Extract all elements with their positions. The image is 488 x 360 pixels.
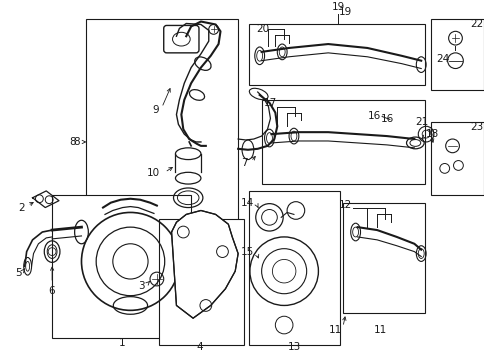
Text: 13: 13	[287, 342, 300, 352]
Text: 2: 2	[18, 203, 25, 212]
Text: 18: 18	[425, 129, 438, 139]
Bar	[159, 219, 244, 345]
Text: 19: 19	[339, 7, 352, 17]
Text: 12: 12	[338, 199, 351, 210]
Text: 15: 15	[240, 247, 253, 257]
Text: 4: 4	[196, 342, 203, 352]
Text: 24: 24	[435, 54, 448, 64]
Text: 22: 22	[469, 19, 483, 28]
Bar	[430, 122, 483, 195]
Text: 16: 16	[380, 114, 393, 125]
Text: 14: 14	[240, 198, 253, 208]
Text: 5: 5	[15, 268, 22, 278]
Text: 6: 6	[48, 286, 54, 296]
Text: 17: 17	[263, 98, 276, 108]
Bar	[430, 19, 483, 90]
Text: 10: 10	[146, 168, 160, 178]
Text: 11: 11	[328, 325, 341, 335]
Bar	[248, 191, 339, 345]
Polygon shape	[171, 211, 238, 318]
Text: 8: 8	[73, 137, 80, 147]
Bar	[86, 19, 238, 266]
Text: 19: 19	[331, 2, 344, 12]
Text: 3: 3	[138, 281, 145, 291]
Text: 7: 7	[241, 158, 247, 168]
Text: 20: 20	[256, 24, 269, 35]
Bar	[261, 100, 424, 184]
FancyBboxPatch shape	[163, 26, 199, 53]
Text: 8: 8	[69, 137, 76, 147]
Text: 9: 9	[152, 105, 159, 114]
Text: 11: 11	[373, 325, 386, 335]
Text: 21: 21	[414, 117, 427, 127]
Text: 16: 16	[367, 112, 380, 121]
Bar	[248, 24, 424, 85]
Bar	[342, 203, 424, 313]
Text: 23: 23	[469, 122, 483, 132]
Bar	[52, 195, 191, 338]
Text: 1: 1	[118, 338, 125, 348]
